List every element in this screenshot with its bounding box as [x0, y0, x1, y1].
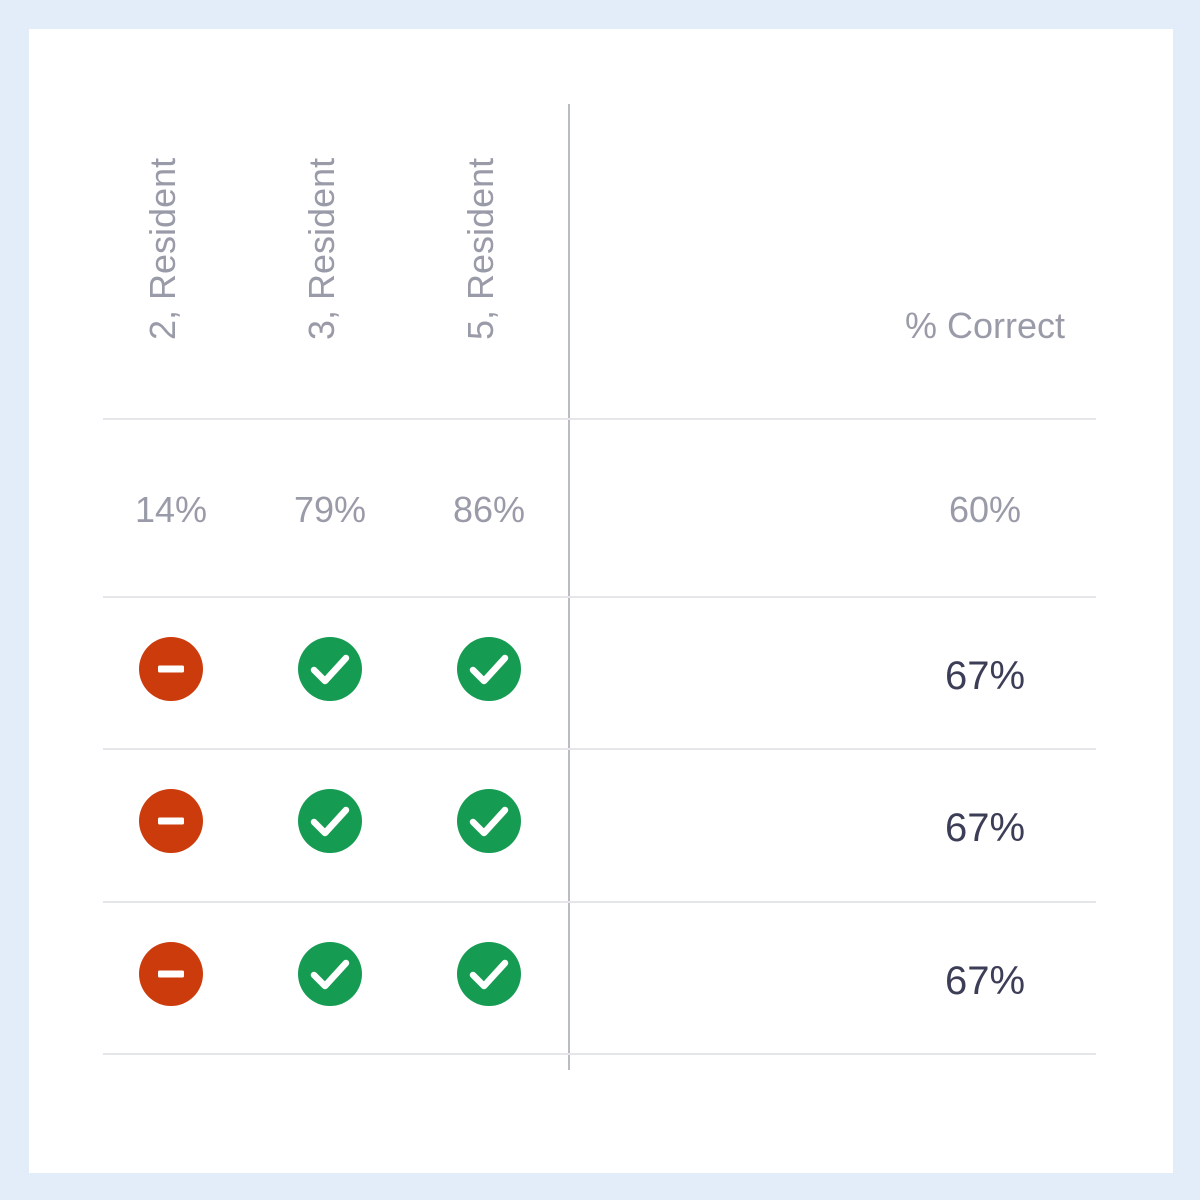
incorrect-icon: [139, 942, 203, 1006]
column-average-3: 86%: [452, 489, 526, 530]
overall-average: 60%: [948, 489, 1022, 530]
row-percent-correct: 67%: [944, 959, 1026, 1003]
column-header-label: 5, Resident: [460, 157, 501, 340]
results-card: [29, 29, 1173, 1173]
row-1-line: [103, 748, 1096, 750]
correct-icon: [298, 637, 362, 701]
correct-icon: [457, 789, 521, 853]
correct-icon: [457, 637, 521, 701]
incorrect-icon: [139, 637, 203, 701]
row-percent-correct: 67%: [944, 806, 1026, 850]
incorrect-icon: [139, 789, 203, 853]
average-row-line: [103, 596, 1096, 598]
column-average-1: 14%: [134, 489, 208, 530]
column-divider: [568, 104, 570, 1070]
row-3-line: [103, 1053, 1096, 1055]
correct-icon: [457, 942, 521, 1006]
row-percent-correct: 67%: [944, 654, 1026, 698]
column-average-2: 79%: [293, 489, 367, 530]
header-row-line: [103, 418, 1096, 420]
correct-icon: [298, 942, 362, 1006]
column-header-label: 2, Resident: [142, 157, 183, 340]
correct-icon: [298, 789, 362, 853]
column-header-label: 3, Resident: [301, 157, 342, 340]
row-2-line: [103, 901, 1096, 903]
percent-correct-header: % Correct: [904, 305, 1066, 346]
